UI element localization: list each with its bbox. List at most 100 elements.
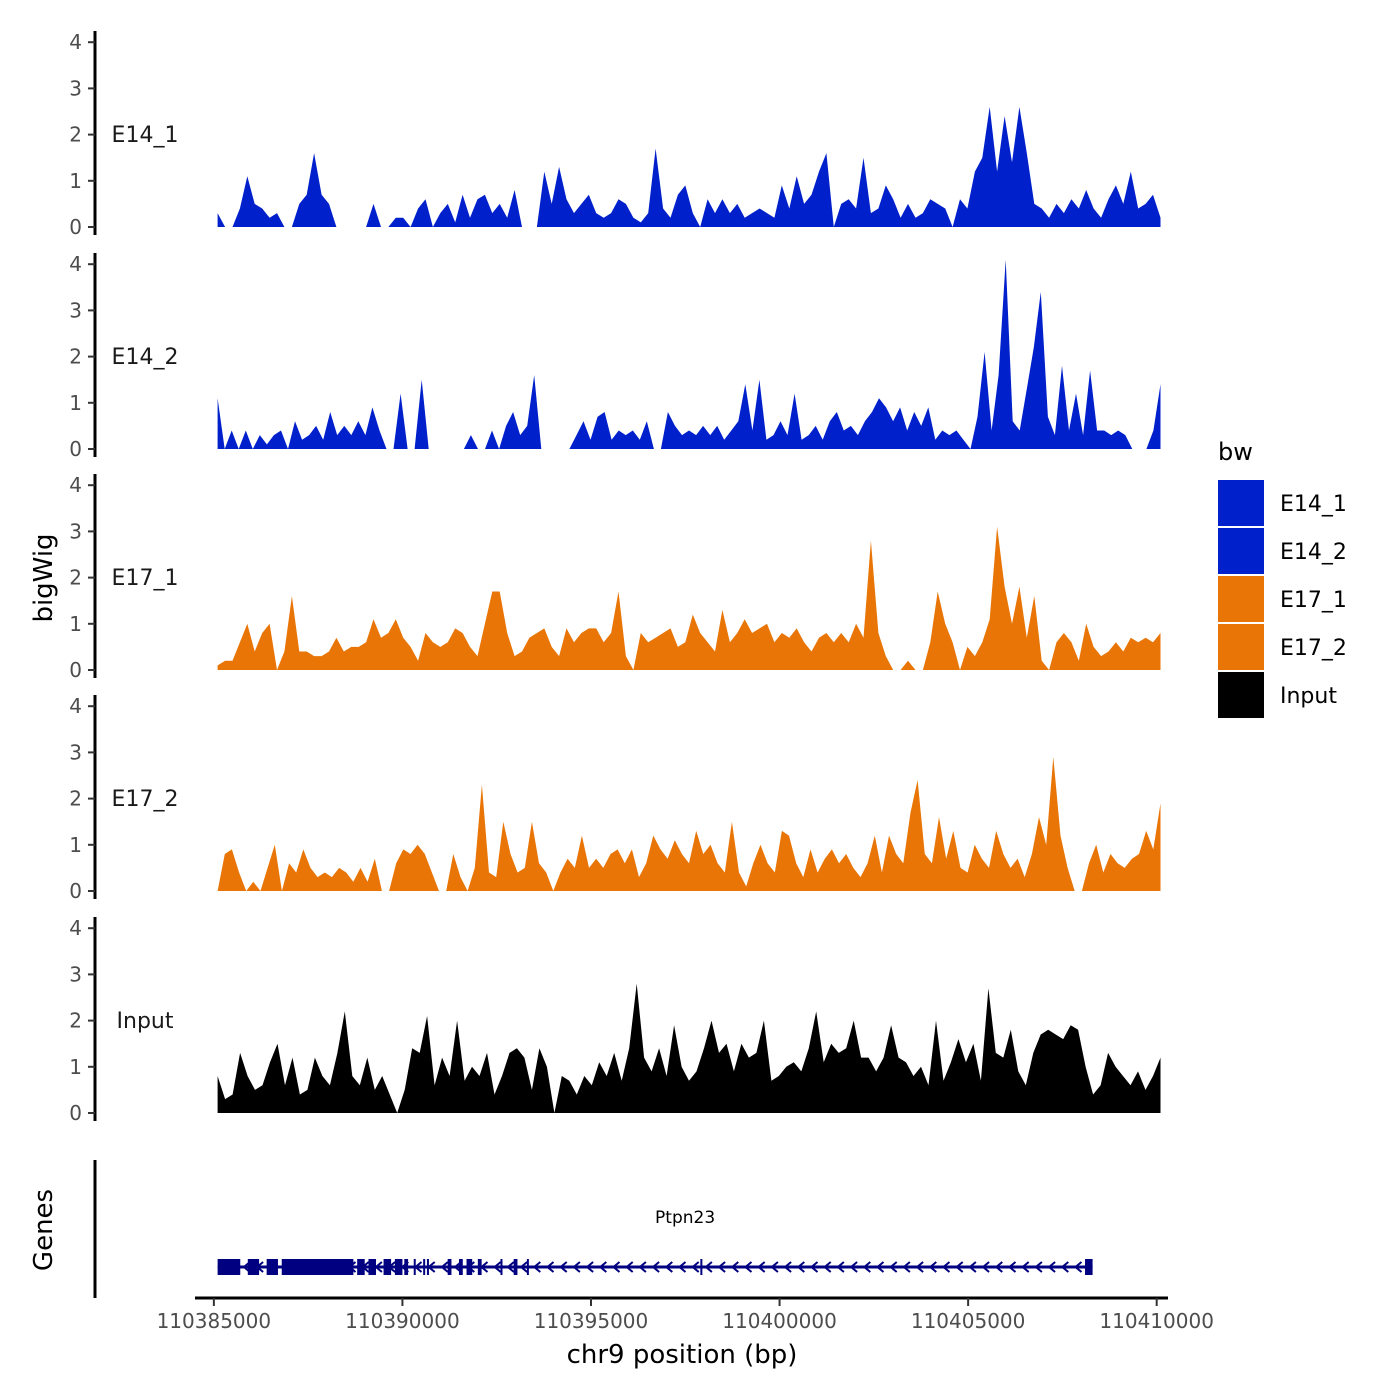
strand-arrow [493, 1261, 502, 1273]
exon [423, 1259, 426, 1275]
y-tick-label: 1 [69, 391, 82, 415]
area-e14_1 [217, 106, 1161, 227]
legend-swatch [1218, 576, 1264, 622]
strand-arrow [783, 1261, 792, 1273]
strand-arrow [559, 1261, 568, 1273]
strand-arrow [770, 1261, 779, 1273]
x-tick-label: 110385000 [157, 1309, 272, 1333]
exon [266, 1259, 278, 1275]
strand-arrow [532, 1261, 541, 1273]
exon [466, 1259, 473, 1275]
y-tick-label: 4 [69, 916, 82, 940]
legend-label: E17_1 [1280, 588, 1347, 613]
exon [357, 1259, 365, 1275]
strand-arrow [506, 1261, 515, 1273]
y-tick-label: 4 [69, 30, 82, 54]
y-tick-label: 2 [69, 123, 82, 147]
legend-swatch [1218, 480, 1264, 526]
y-axis-title: bigWig [29, 533, 59, 622]
strand-arrow [757, 1261, 766, 1273]
strand-arrow [572, 1261, 581, 1273]
y-tick-label: 1 [69, 612, 82, 636]
strand-arrow [849, 1261, 858, 1273]
legend-swatch [1218, 528, 1264, 574]
y-tick-label: 0 [69, 215, 82, 239]
y-tick-label: 0 [69, 658, 82, 682]
y-tick-label: 2 [69, 345, 82, 369]
y-tick-label: 2 [69, 1009, 82, 1033]
strand-arrow [743, 1261, 753, 1273]
genes-track: Ptpn23 [93, 1160, 1093, 1298]
strand-arrow [994, 1261, 1003, 1273]
y-tick-label: 3 [69, 519, 82, 543]
y-tick-label: 0 [69, 437, 82, 461]
strand-arrow [677, 1261, 687, 1273]
area-e17_2 [217, 757, 1161, 891]
strand-arrow [664, 1261, 673, 1273]
strand-arrow [902, 1261, 911, 1273]
x-tick-label: 110405000 [911, 1309, 1026, 1333]
strand-arrow [611, 1261, 621, 1273]
x-axis: 110385000 110390000 110395000 110400000 1104… [157, 1296, 1214, 1333]
x-tick-label: 110400000 [722, 1309, 837, 1333]
y-tick-label: 0 [69, 1101, 82, 1125]
legend-label: E14_1 [1280, 492, 1347, 517]
exon [477, 1259, 482, 1275]
legend-swatch [1218, 672, 1264, 718]
strand-arrow [691, 1261, 700, 1273]
x-tick-label: 110395000 [534, 1309, 649, 1333]
exon [247, 1259, 260, 1275]
track-e14_2: 0 1 2 3 4 E14_2 [69, 252, 1161, 461]
legend-title: bw [1218, 438, 1253, 466]
strand-arrow [651, 1261, 660, 1273]
strand-arrow [796, 1261, 805, 1273]
strand-arrow [836, 1261, 845, 1273]
strand-arrow [1073, 1261, 1083, 1273]
legend-label: E14_2 [1280, 540, 1347, 565]
strand-arrow [598, 1261, 607, 1273]
exon [1085, 1259, 1093, 1275]
strand-arrow [1060, 1261, 1069, 1273]
exon [500, 1259, 503, 1275]
x-axis-title: chr9 position (bp) [567, 1340, 798, 1370]
exon [447, 1259, 452, 1275]
track-label: E17_1 [112, 566, 179, 591]
y-tick-label: 0 [69, 879, 82, 903]
x-tick-label: 110410000 [1099, 1309, 1214, 1333]
strand-arrow [981, 1261, 990, 1273]
strand-arrow [955, 1261, 964, 1273]
gene-label: Ptpn23 [655, 1208, 715, 1228]
track-input: 0 1 2 3 4 Input [69, 916, 1161, 1125]
tracks-group: 0 1 2 3 4 E14_1 0 1 2 3 4 E14_2 0 1 2 3 4 E17_1 0 1 2 3 4 E17_2… [69, 30, 1161, 1125]
genes-axis-title: Genes [29, 1189, 59, 1271]
exon [426, 1259, 429, 1275]
strand-arrow [809, 1261, 819, 1273]
strand-arrow [730, 1261, 739, 1273]
track-label: E14_1 [112, 123, 179, 148]
strand-arrow [889, 1261, 898, 1273]
y-tick-label: 4 [69, 473, 82, 497]
track-label: Input [117, 1009, 174, 1034]
legend-label: E17_2 [1280, 636, 1347, 661]
track-label: E14_2 [112, 345, 179, 370]
exon [700, 1259, 703, 1275]
y-tick-label: 2 [69, 566, 82, 590]
y-tick-label: 3 [69, 740, 82, 764]
y-tick-label: 3 [69, 962, 82, 986]
strand-arrow [545, 1261, 555, 1273]
track-e14_1: 0 1 2 3 4 E14_1 [69, 30, 1161, 239]
exon [281, 1259, 354, 1275]
strand-arrow [928, 1261, 937, 1273]
strand-arrow [519, 1261, 528, 1273]
exon [526, 1259, 529, 1275]
y-tick-label: 1 [69, 169, 82, 193]
strand-arrow [717, 1261, 726, 1273]
strand-arrow [1034, 1261, 1043, 1273]
strand-arrow [862, 1261, 871, 1273]
area-e14_2 [217, 259, 1161, 449]
track-e17_1: 0 1 2 3 4 E17_1 [69, 473, 1161, 682]
strand-arrow [968, 1261, 977, 1273]
legend-swatch [1218, 624, 1264, 670]
y-tick-label: 1 [69, 1055, 82, 1079]
